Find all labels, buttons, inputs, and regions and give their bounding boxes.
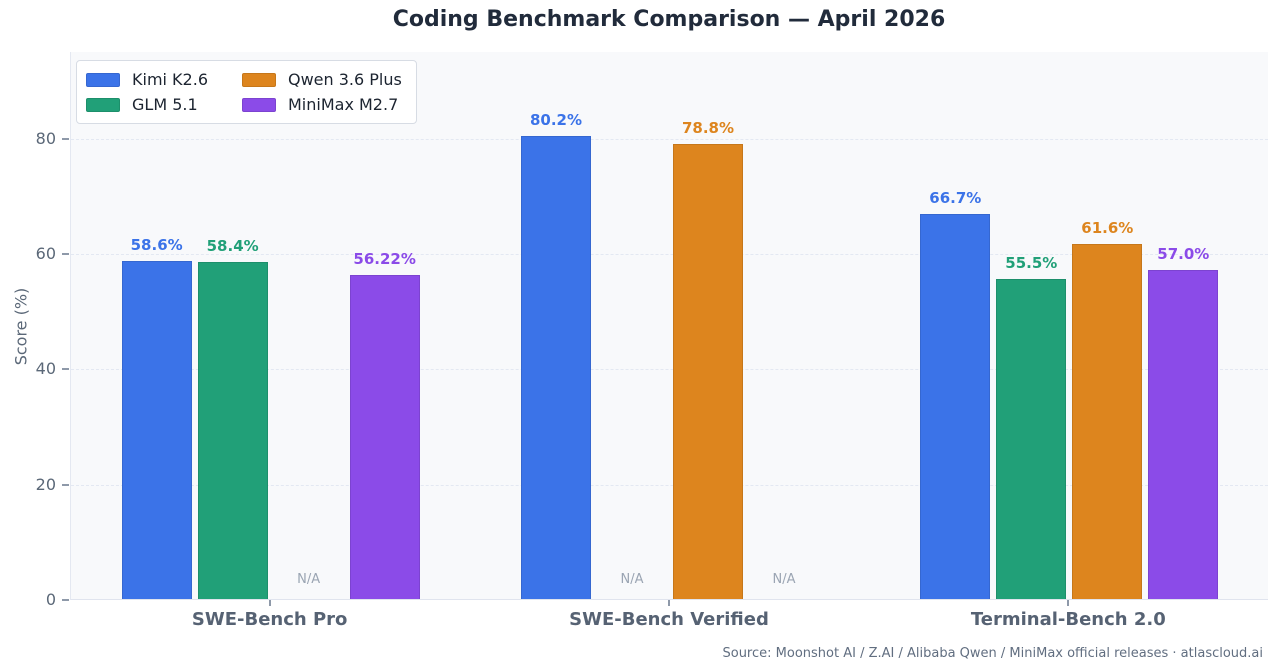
legend-label: GLM 5.1 [132, 95, 198, 114]
y-tick-label-80: 80 [35, 128, 56, 148]
x-category-label-1: SWE-Bench Pro [191, 609, 348, 630]
legend-item-kimi-k2-6: Kimi K2.6 [86, 70, 208, 89]
bar-qwen-3-6-plus-2 [673, 144, 743, 599]
chart-title: Coding Benchmark Comparison — April 2026 [392, 7, 946, 32]
x-tick-mark-3 [1067, 600, 1070, 606]
na-label: N/A [620, 572, 644, 587]
bar-minimax-m2-7-1 [349, 274, 420, 599]
legend-label: MiniMax M2.7 [288, 95, 399, 114]
legend: Kimi K2.6 GLM 5.1 Qwen 3.6 Plus MiniMax M2.… [76, 60, 417, 124]
bar-value-label: 58.4% [206, 237, 259, 256]
bar-kimi-k2-6-1 [121, 260, 192, 599]
y-tick-label-0: 0 [45, 590, 56, 609]
x-category-label-2: SWE-Bench Verified [569, 609, 769, 630]
legend-item-qwen-3-6-plus: Qwen 3.6 Plus [242, 70, 402, 89]
y-axis-title-text: Score (%) [11, 287, 31, 365]
bar-value-label: 80.2% [529, 111, 583, 130]
bar-value-label: 56.22% [353, 249, 416, 268]
na-label: N/A [772, 572, 796, 587]
plot-area: 58.6% 58.4% N/A 56.22% 80.2% N/A 78.8% N/A 66.7%… [70, 52, 1268, 600]
y-tick-label-40: 40 [35, 359, 56, 379]
bar-value-label: 66.7% [929, 189, 982, 208]
y-tick-label-20: 20 [35, 474, 56, 494]
legend-item-minimax-m2-7: MiniMax M2.7 [242, 95, 402, 114]
bar-value-label: 57.0% [1157, 245, 1210, 264]
y-tick-mark-20 [62, 483, 69, 486]
y-tick-mark-0 [62, 599, 69, 601]
bar-kimi-k2-6-3 [920, 214, 991, 599]
gridline-20 [71, 484, 1268, 486]
x-tick-mark-1 [268, 600, 271, 606]
legend-swatch-icon [86, 72, 120, 87]
x-category-label-3: Terminal-Bench 2.0 [970, 609, 1166, 630]
bar-glm-5-1-3 [996, 278, 1067, 599]
bar-value-label: 55.5% [1005, 253, 1058, 272]
legend-label: Kimi K2.6 [132, 70, 208, 89]
gridline-80 [71, 138, 1268, 140]
source-note: Source: Moonshot AI / Z.AI / Alibaba Qwe… [722, 646, 1263, 661]
y-tick-mark-80 [62, 137, 69, 140]
legend-swatch-icon [242, 72, 276, 87]
legend-item-glm-5-1: GLM 5.1 [86, 95, 208, 114]
bar-value-label: 58.6% [130, 235, 183, 254]
bar-glm-5-1-1 [197, 262, 268, 599]
x-tick-mark-2 [668, 600, 670, 606]
bar-kimi-k2-6-2 [521, 136, 591, 599]
bar-value-label: 61.6% [1081, 218, 1134, 237]
legend-swatch-icon [242, 97, 276, 112]
y-tick-mark-40 [62, 368, 69, 371]
y-tick-label-60: 60 [35, 243, 56, 263]
legend-swatch-icon [86, 97, 120, 112]
bar-minimax-m2-7-3 [1148, 270, 1219, 599]
gridline-60 [71, 253, 1268, 255]
bar-value-label: 78.8% [681, 119, 735, 138]
gridline-40 [71, 369, 1268, 371]
y-tick-mark-60 [62, 252, 69, 255]
na-label: N/A [297, 572, 321, 587]
bar-qwen-3-6-plus-3 [1072, 243, 1143, 599]
legend-label: Qwen 3.6 Plus [288, 70, 402, 89]
